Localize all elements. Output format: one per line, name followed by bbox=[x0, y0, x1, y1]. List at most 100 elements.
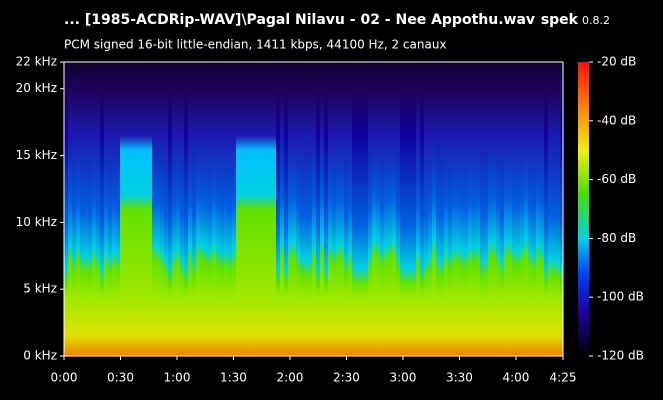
spectrogram-column bbox=[492, 62, 496, 356]
spectrogram-column bbox=[312, 62, 316, 356]
spectrogram-column bbox=[224, 62, 228, 356]
spectrogram-column bbox=[180, 62, 184, 356]
spectrogram-column bbox=[200, 62, 204, 356]
spectrogram-column bbox=[64, 62, 68, 356]
spectrogram-column bbox=[168, 62, 172, 356]
spectrogram-column bbox=[432, 62, 436, 356]
x-tick-label: 0:00 bbox=[51, 371, 78, 385]
y-tick-label: 10 kHz bbox=[16, 215, 57, 229]
spectrogram-column bbox=[484, 62, 488, 356]
spectrogram-column bbox=[272, 62, 276, 356]
spectrogram-column bbox=[268, 62, 272, 356]
spectrogram-column bbox=[148, 62, 152, 356]
spectrogram-column bbox=[444, 62, 448, 356]
app-name: spek bbox=[541, 12, 579, 28]
x-tick-label: 4:00 bbox=[502, 371, 529, 385]
spectrogram-column bbox=[416, 62, 420, 356]
spectrogram-column bbox=[476, 62, 480, 356]
spectrogram-column bbox=[92, 62, 96, 356]
spectrogram-column bbox=[76, 62, 80, 356]
spectrogram-column bbox=[372, 62, 376, 356]
spectrogram-column bbox=[84, 62, 88, 356]
spectrogram-column bbox=[124, 62, 128, 356]
spectrogram-column bbox=[548, 62, 552, 356]
y-tick-label: 0 kHz bbox=[23, 349, 57, 363]
spectrogram-column bbox=[256, 62, 260, 356]
spectrogram-column bbox=[248, 62, 252, 356]
spectrogram-column bbox=[140, 62, 144, 356]
spectrogram-column bbox=[204, 62, 208, 356]
spectrogram-column bbox=[172, 62, 176, 356]
x-tick-label: 0:30 bbox=[107, 371, 134, 385]
spectrogram-column bbox=[340, 62, 344, 356]
spectrogram-column bbox=[440, 62, 444, 356]
spectrogram-column bbox=[408, 62, 412, 356]
spectrogram-column bbox=[460, 62, 464, 356]
color-tick-label: -40 dB bbox=[597, 113, 636, 127]
spectrogram-column bbox=[292, 62, 296, 356]
spectrogram-column bbox=[300, 62, 304, 356]
spectrogram-column bbox=[280, 62, 284, 356]
spectrogram-column bbox=[116, 62, 120, 356]
spectrogram-column bbox=[196, 62, 200, 356]
spectrogram-column bbox=[332, 62, 336, 356]
spectrogram-column bbox=[80, 62, 84, 356]
spectrogram-column bbox=[208, 62, 212, 356]
spectrogram-column bbox=[304, 62, 308, 356]
spectrogram bbox=[64, 62, 563, 356]
spectrogram-column bbox=[420, 62, 424, 356]
spectrogram-column bbox=[428, 62, 432, 356]
spectrogram-column bbox=[296, 62, 300, 356]
spectrogram-column bbox=[160, 62, 164, 356]
file-title: ... [1985-ACDRip-WAV]\Pagal Nilavu - 02 … bbox=[64, 12, 535, 28]
color-tick-label: -100 dB bbox=[597, 290, 644, 304]
spectrogram-column bbox=[152, 62, 156, 356]
spectrogram-column bbox=[392, 62, 396, 356]
spectrogram-column bbox=[156, 62, 160, 356]
spectrogram-column bbox=[216, 62, 220, 356]
spectrogram-column bbox=[368, 62, 372, 356]
spectrogram-column bbox=[400, 62, 404, 356]
spectrogram-column bbox=[376, 62, 380, 356]
x-tick-label: 4:25 bbox=[550, 371, 577, 385]
spectrogram-column bbox=[276, 62, 280, 356]
spectrogram-column bbox=[360, 62, 364, 356]
spectrogram-column bbox=[472, 62, 476, 356]
spectrogram-column bbox=[244, 62, 248, 356]
spectrogram-column bbox=[448, 62, 452, 356]
spectrogram-column bbox=[264, 62, 268, 356]
spectrogram-column bbox=[404, 62, 408, 356]
spectrogram-column bbox=[380, 62, 384, 356]
spectrogram-column bbox=[504, 62, 508, 356]
y-tick-label: 22 kHz bbox=[16, 55, 57, 69]
spectrogram-column bbox=[544, 62, 548, 356]
spectrogram-column bbox=[560, 62, 563, 356]
spectrogram-column bbox=[128, 62, 132, 356]
spectrogram-column bbox=[356, 62, 360, 356]
color-tick-label: -60 dB bbox=[597, 172, 636, 186]
spectrogram-column bbox=[288, 62, 292, 356]
spectrogram-column bbox=[468, 62, 472, 356]
spectrogram-column bbox=[240, 62, 244, 356]
spectrogram-column bbox=[464, 62, 468, 356]
spectrogram-column bbox=[112, 62, 116, 356]
color-bar bbox=[578, 62, 589, 356]
spectrogram-column bbox=[496, 62, 500, 356]
spectrogram-column bbox=[424, 62, 428, 356]
spectrogram-column bbox=[236, 62, 240, 356]
spectrogram-column bbox=[488, 62, 492, 356]
spectrogram-column bbox=[532, 62, 536, 356]
spectrogram-column bbox=[252, 62, 256, 356]
spectrogram-column bbox=[412, 62, 416, 356]
spectrogram-column bbox=[520, 62, 524, 356]
spectrogram-column bbox=[192, 62, 196, 356]
spectrogram-column bbox=[232, 62, 236, 356]
spectrogram-column bbox=[164, 62, 168, 356]
spectrogram-column bbox=[396, 62, 400, 356]
spectrogram-column bbox=[136, 62, 140, 356]
spectrogram-column bbox=[328, 62, 332, 356]
spectrogram-column bbox=[480, 62, 484, 356]
spectrogram-column bbox=[552, 62, 556, 356]
spectrogram-column bbox=[184, 62, 188, 356]
spectrogram-column bbox=[260, 62, 264, 356]
